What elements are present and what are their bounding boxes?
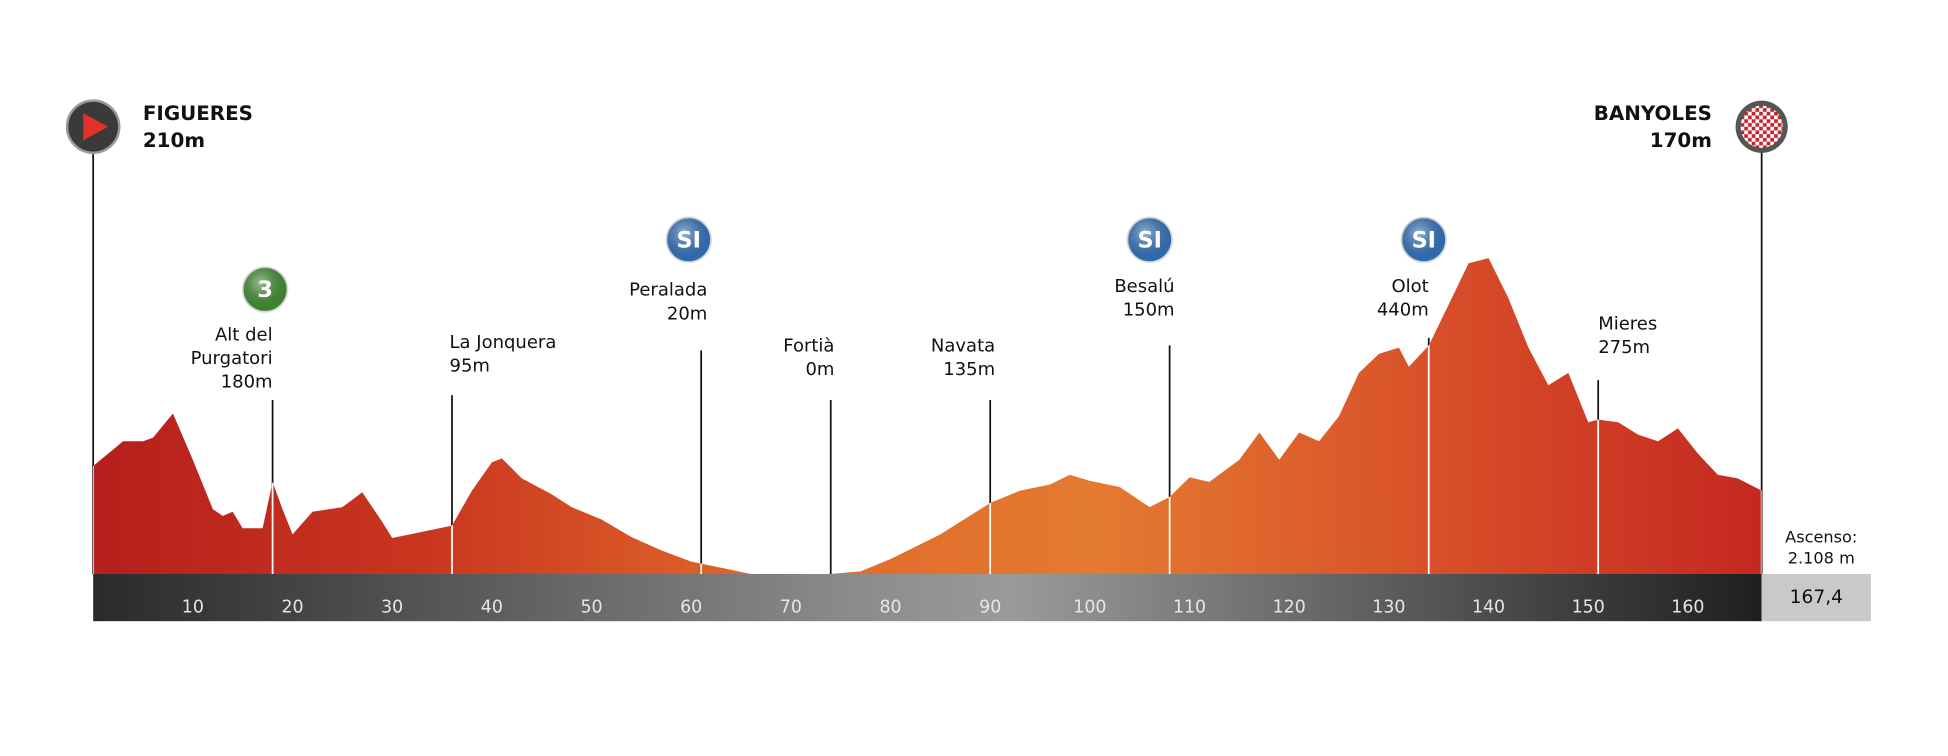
- waypoint-altitude: 95m: [450, 356, 490, 377]
- waypoint-name: Purgatori: [191, 348, 273, 369]
- category-label: SI: [1412, 228, 1436, 254]
- category-shine: [1401, 217, 1447, 263]
- start-arrow: [83, 113, 109, 141]
- waypoint-name: Olot: [1392, 276, 1429, 297]
- waypoint-name: Peralada: [629, 280, 707, 301]
- waypoint-name: Fortià: [783, 336, 834, 357]
- x-tick-label: 60: [680, 598, 702, 618]
- waypoint-name: BANYOLES: [1594, 102, 1712, 125]
- waypoint-name: Alt del: [215, 324, 273, 345]
- x-tick-label: 120: [1273, 598, 1306, 618]
- waypoint-name: Besalú: [1114, 276, 1174, 297]
- category-label: SI: [677, 228, 701, 254]
- elevation-profile: [93, 258, 1762, 574]
- waypoint-name: FIGUERES: [143, 102, 253, 125]
- waypoint-altitude: 135m: [943, 359, 995, 380]
- x-tick-label: 140: [1472, 598, 1505, 618]
- distance-bar: [93, 573, 1762, 622]
- x-tick-label: 20: [281, 598, 303, 618]
- category-shine: [666, 217, 712, 263]
- category-shine: [242, 267, 288, 312]
- waypoint-name: Navata: [931, 336, 995, 357]
- total-distance: 167,4: [1790, 587, 1843, 608]
- x-tick-label: 100: [1073, 598, 1106, 618]
- x-tick-label: 90: [979, 598, 1001, 618]
- x-tick-label: 70: [780, 598, 802, 618]
- ascent-label: Ascenso:: [1785, 527, 1857, 546]
- waypoint-name: La Jonquera: [450, 332, 557, 353]
- category-shine: [1127, 217, 1173, 263]
- waypoint-altitude: 170m: [1650, 129, 1712, 152]
- waypoint-altitude: 150m: [1123, 300, 1175, 321]
- category-label: SI: [1138, 228, 1162, 254]
- ascent-value: 2.108 m: [1788, 549, 1855, 568]
- waypoint-altitude: 180m: [221, 372, 273, 393]
- waypoint-altitude: 0m: [805, 359, 834, 380]
- x-tick-label: 160: [1671, 598, 1704, 618]
- x-tick-label: 110: [1173, 598, 1206, 618]
- waypoint-altitude: 275m: [1598, 337, 1650, 358]
- x-tick-label: 50: [580, 598, 602, 618]
- x-tick-label: 130: [1372, 598, 1405, 618]
- x-tick-label: 10: [182, 598, 204, 618]
- category-label: 3: [257, 277, 273, 303]
- x-tick-label: 80: [879, 598, 901, 618]
- waypoint-altitude: 210m: [143, 129, 205, 152]
- x-tick-label: 30: [381, 598, 403, 618]
- x-tick-label: 150: [1572, 598, 1605, 618]
- waypoint-name: Mieres: [1598, 313, 1657, 334]
- waypoint-altitude: 440m: [1377, 300, 1429, 321]
- finish-flag: [1740, 105, 1783, 148]
- total-box: [1761, 573, 1871, 622]
- waypoint-altitude: 20m: [667, 303, 707, 324]
- x-tick-label: 40: [481, 598, 503, 618]
